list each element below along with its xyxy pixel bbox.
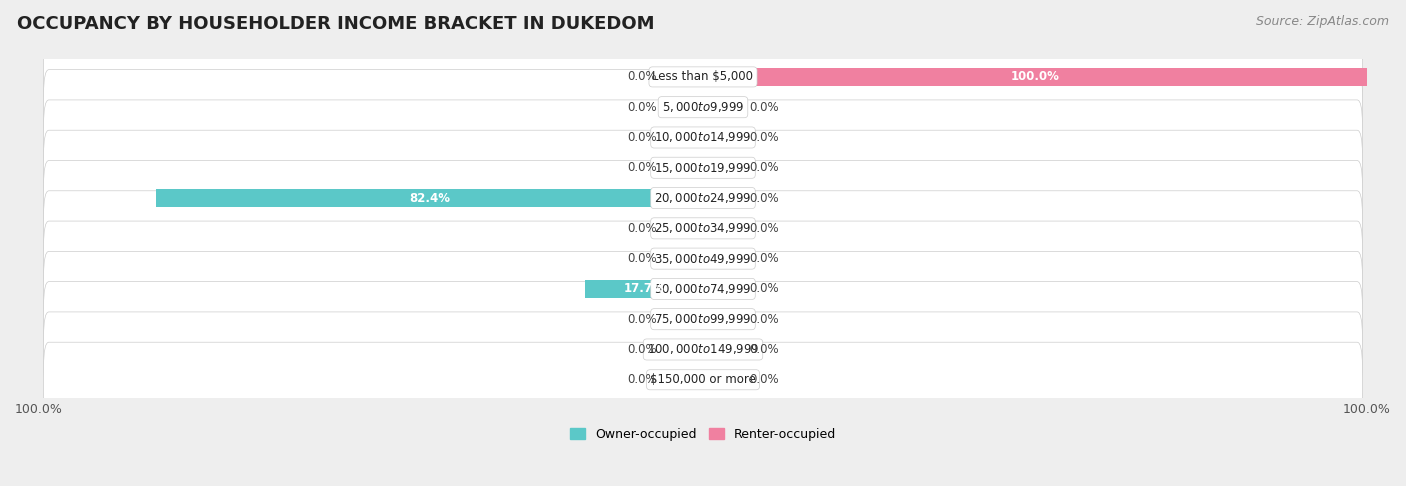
- Text: 0.0%: 0.0%: [749, 282, 779, 295]
- Bar: [703, 279, 740, 298]
- Bar: [666, 158, 703, 177]
- Text: 0.0%: 0.0%: [627, 222, 657, 235]
- Legend: Owner-occupied, Renter-occupied: Owner-occupied, Renter-occupied: [565, 423, 841, 446]
- Text: 0.0%: 0.0%: [627, 161, 657, 174]
- FancyBboxPatch shape: [44, 191, 1362, 266]
- Bar: [703, 128, 740, 147]
- Text: 0.0%: 0.0%: [749, 312, 779, 326]
- Bar: [666, 98, 703, 117]
- Text: Less than $5,000: Less than $5,000: [652, 70, 754, 84]
- Bar: [703, 340, 740, 359]
- Text: $100,000 to $149,999: $100,000 to $149,999: [647, 343, 759, 356]
- Bar: [156, 189, 703, 208]
- Text: 100.0%: 100.0%: [1011, 70, 1060, 84]
- Bar: [585, 279, 703, 298]
- Text: $20,000 to $24,999: $20,000 to $24,999: [654, 191, 752, 205]
- Bar: [666, 128, 703, 147]
- FancyBboxPatch shape: [44, 251, 1362, 327]
- Text: 0.0%: 0.0%: [749, 101, 779, 114]
- Bar: [703, 249, 740, 268]
- Text: 0.0%: 0.0%: [749, 191, 779, 205]
- Bar: [666, 310, 703, 329]
- Text: $50,000 to $74,999: $50,000 to $74,999: [654, 282, 752, 296]
- Text: 17.7%: 17.7%: [624, 282, 665, 295]
- Text: 0.0%: 0.0%: [627, 252, 657, 265]
- Text: $5,000 to $9,999: $5,000 to $9,999: [662, 100, 744, 114]
- FancyBboxPatch shape: [44, 312, 1362, 387]
- Text: $75,000 to $99,999: $75,000 to $99,999: [654, 312, 752, 326]
- Text: Source: ZipAtlas.com: Source: ZipAtlas.com: [1256, 15, 1389, 28]
- Text: 0.0%: 0.0%: [749, 343, 779, 356]
- Text: 0.0%: 0.0%: [749, 373, 779, 386]
- Text: 0.0%: 0.0%: [627, 312, 657, 326]
- FancyBboxPatch shape: [44, 342, 1362, 417]
- Text: $15,000 to $19,999: $15,000 to $19,999: [654, 161, 752, 175]
- FancyBboxPatch shape: [44, 282, 1362, 357]
- Bar: [666, 249, 703, 268]
- Text: 0.0%: 0.0%: [627, 373, 657, 386]
- Bar: [666, 219, 703, 238]
- Bar: [703, 158, 740, 177]
- Bar: [703, 68, 1367, 87]
- Text: 0.0%: 0.0%: [749, 161, 779, 174]
- Bar: [703, 98, 740, 117]
- Text: 0.0%: 0.0%: [749, 252, 779, 265]
- Text: 0.0%: 0.0%: [749, 131, 779, 144]
- Bar: [703, 370, 740, 389]
- Text: $25,000 to $34,999: $25,000 to $34,999: [654, 221, 752, 235]
- Bar: [666, 68, 703, 87]
- FancyBboxPatch shape: [44, 160, 1362, 236]
- Text: 0.0%: 0.0%: [627, 131, 657, 144]
- Bar: [703, 310, 740, 329]
- FancyBboxPatch shape: [44, 39, 1362, 115]
- FancyBboxPatch shape: [44, 130, 1362, 205]
- FancyBboxPatch shape: [44, 100, 1362, 175]
- Text: $10,000 to $14,999: $10,000 to $14,999: [654, 130, 752, 144]
- Bar: [703, 189, 740, 208]
- Text: 0.0%: 0.0%: [627, 101, 657, 114]
- Bar: [666, 370, 703, 389]
- Text: 0.0%: 0.0%: [627, 343, 657, 356]
- Text: OCCUPANCY BY HOUSEHOLDER INCOME BRACKET IN DUKEDOM: OCCUPANCY BY HOUSEHOLDER INCOME BRACKET …: [17, 15, 654, 33]
- Text: 0.0%: 0.0%: [627, 70, 657, 84]
- Bar: [666, 340, 703, 359]
- Text: $35,000 to $49,999: $35,000 to $49,999: [654, 252, 752, 266]
- FancyBboxPatch shape: [44, 69, 1362, 145]
- Text: 0.0%: 0.0%: [749, 222, 779, 235]
- Bar: [703, 219, 740, 238]
- Text: 82.4%: 82.4%: [409, 191, 450, 205]
- Text: $150,000 or more: $150,000 or more: [650, 373, 756, 386]
- FancyBboxPatch shape: [44, 221, 1362, 296]
